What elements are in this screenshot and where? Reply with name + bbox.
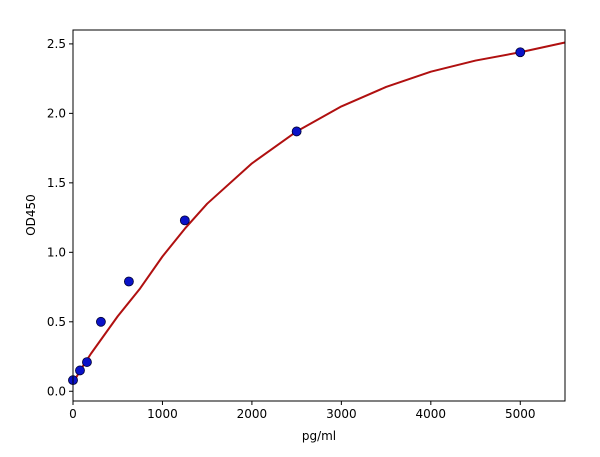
data-point: [291, 126, 302, 137]
data-point: [515, 47, 526, 58]
y-axis-label: OD450: [24, 194, 38, 236]
data-point: [179, 215, 190, 226]
x-tick-label: 4000: [416, 407, 447, 421]
y-tick-label: 2.0: [47, 106, 66, 120]
y-tick-label: 0.0: [47, 384, 66, 398]
y-tick-label: 0.5: [47, 315, 66, 329]
data-point: [96, 316, 106, 327]
x-tick-label: 0: [69, 407, 77, 421]
y-tick-label: 1.5: [47, 176, 66, 190]
data-point: [82, 357, 92, 367]
data-point: [124, 276, 134, 287]
plot-frame: [72, 29, 566, 402]
axes: 0 1000 2000 3000 4000 5000 0.0 0.5 1.0 1.5 2.0 2.5: [47, 29, 566, 421]
x-tick-label: 5000: [505, 407, 536, 421]
x-tick-label: 2000: [237, 407, 268, 421]
x-tick-label: 3000: [326, 407, 357, 421]
data-point: [75, 365, 85, 376]
fit-curve: [72, 41, 566, 384]
x-tick-label: 1000: [147, 407, 178, 421]
plot-area: [68, 41, 566, 386]
y-tick-label: 1.0: [47, 245, 66, 259]
x-axis-label: pg/ml: [302, 429, 336, 443]
y-tick-label: 2.5: [47, 37, 66, 51]
